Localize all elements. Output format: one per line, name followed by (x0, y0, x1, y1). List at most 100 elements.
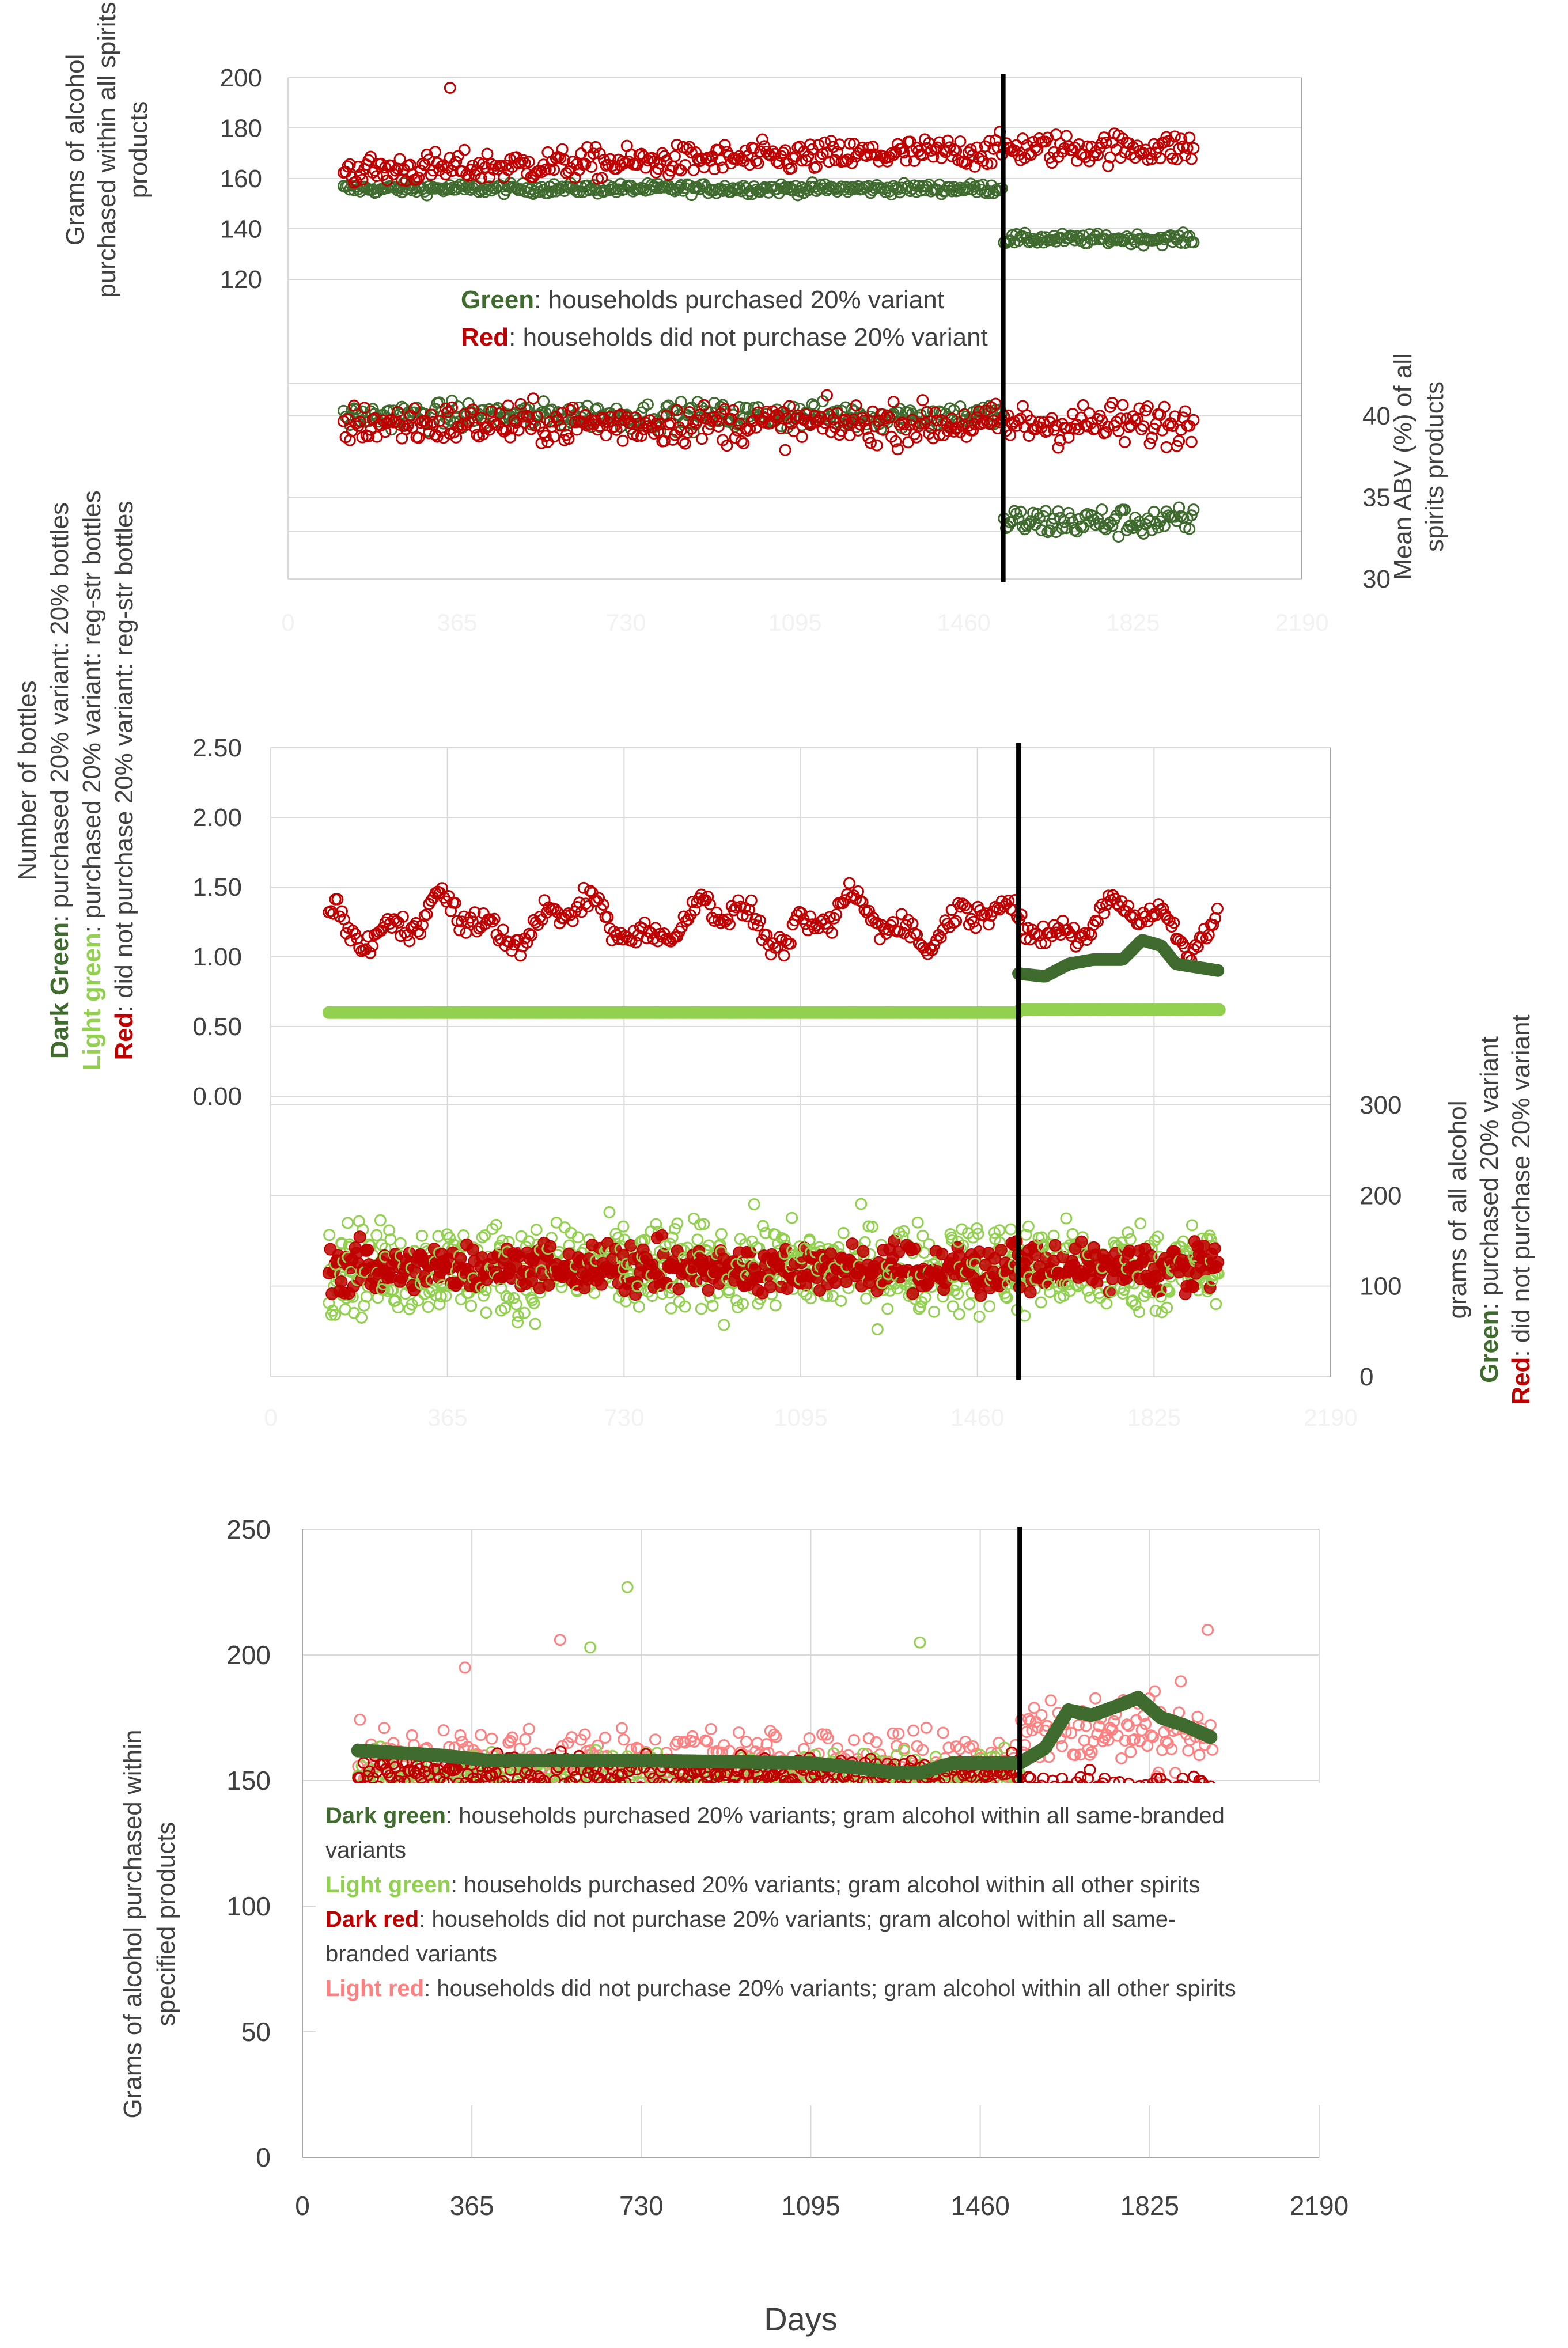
p1-y-tick-160: 160 (220, 165, 262, 193)
p1-outlier-0 (444, 82, 456, 94)
p2-point-red-bottles (1211, 902, 1224, 915)
p2-point-green-grams (423, 1286, 436, 1298)
p3-point-light-red (1044, 1694, 1057, 1707)
p1-point-0 (869, 181, 881, 194)
p1-point-3 (412, 431, 425, 444)
p1-point-1 (1092, 149, 1104, 161)
p2-point-green-grams (860, 1292, 873, 1305)
p1-point-3 (437, 431, 450, 444)
p1-point-3 (1146, 431, 1158, 444)
panel-2-left-label-line-4: Red: did not purchase 20% variant: reg-s… (110, 501, 138, 1061)
p2-point-green-grams (786, 1211, 798, 1224)
p1-point-1 (558, 153, 571, 166)
p1-point-3 (866, 405, 879, 418)
p1-point-2 (343, 419, 356, 431)
p1-point-2 (1050, 526, 1062, 539)
p2-point-red-grams (846, 1237, 859, 1251)
p2-y-tick-0.00: 0.00 (192, 1082, 242, 1111)
p1-point-1 (481, 147, 494, 160)
p1-point-1 (981, 158, 994, 171)
p1-point-1 (843, 137, 856, 150)
p1-point-1 (839, 155, 852, 168)
panel-2-tick-labels: 0 365 730 1095 1460 1825 21900.000.501.001.502… (192, 734, 1402, 1431)
p1-point-0 (1114, 233, 1127, 246)
p3-point-light-red (474, 1729, 487, 1741)
p1-point-3 (695, 433, 708, 445)
p1-point-3 (643, 414, 656, 427)
p1-point-3 (852, 424, 865, 437)
p1-point-3 (1054, 434, 1066, 446)
p3-point-light-red (907, 1724, 920, 1737)
p2-point-green-grams (323, 1229, 336, 1241)
p1-point-3 (727, 404, 740, 416)
p1-point-1 (1018, 152, 1031, 164)
p2-point-red-grams (1211, 1255, 1225, 1268)
p1-point-2 (1141, 512, 1154, 525)
p2-point-darkgreen-bottles (1211, 964, 1225, 977)
p1-point-1 (458, 143, 471, 156)
p1-point-2 (1112, 531, 1125, 543)
p2-point-green-grams (499, 1302, 512, 1315)
p1-point-3 (527, 392, 540, 405)
p1-point-3 (862, 431, 875, 444)
p1-point-3 (1185, 435, 1198, 448)
p1-y2label-line-2: spirits products (1421, 381, 1449, 552)
p1-point-3 (718, 403, 731, 415)
p2-point-green-grams (1044, 1286, 1056, 1298)
p2-point-red-bottles (895, 908, 908, 921)
p1-point-3 (968, 418, 981, 430)
p3-point-light-red (486, 1732, 498, 1745)
p2-point-green-grams (730, 1294, 743, 1307)
p3-point-light-red (406, 1729, 418, 1741)
p1-point-1 (908, 155, 921, 168)
p3-point-light-red (437, 1724, 450, 1737)
p1-point-1 (352, 161, 365, 173)
p1-point-1 (1179, 149, 1191, 162)
p2-point-green-grams (512, 1309, 525, 1322)
p1-point-3 (967, 424, 979, 437)
p2-point-green-grams (384, 1233, 397, 1246)
p1-point-2 (1147, 505, 1160, 518)
p1-point-1 (370, 170, 383, 183)
panel-2-right-label: grams of all alcohol Green: purchased 20… (1444, 1014, 1535, 1405)
p1-point-1 (954, 135, 967, 147)
p1-point-3 (889, 435, 902, 448)
p2-point-green-grams (973, 1311, 986, 1323)
p2-point-green-grams (1081, 1284, 1094, 1297)
p1-point-3 (856, 412, 869, 425)
p2-point-red-bottles (366, 940, 378, 952)
p2-y-tick-0.50: 0.50 (192, 1013, 242, 1041)
p1-point-3 (467, 403, 479, 416)
p1-point-3 (787, 425, 800, 438)
p2-point-red-grams (1030, 1239, 1043, 1252)
p1-point-3 (504, 431, 517, 444)
p2-point-green-grams (383, 1224, 396, 1237)
p1-x-tick-0: 0 (281, 609, 294, 636)
panel-1-y-axis-label: Grams of alcohol purchased within all spi… (61, 2, 153, 298)
p1-point-3 (864, 437, 877, 449)
p1-point-3 (548, 430, 560, 443)
p1-point-1 (343, 158, 356, 171)
p2-x-tick-0: 0 (264, 1404, 277, 1431)
p1-point-1 (941, 134, 954, 147)
p2-point-red-grams (974, 1289, 987, 1302)
p2-point-red-bottles (778, 949, 790, 962)
p1-point-3 (556, 407, 569, 419)
p2-point-red-grams (908, 1243, 921, 1256)
p1-point-2 (1014, 505, 1027, 518)
p1-point-3 (1096, 414, 1108, 427)
p1-point-1 (596, 172, 608, 184)
p1-point-0 (1110, 234, 1123, 247)
p2-point-green-grams (866, 1221, 879, 1233)
p1-point-1 (772, 157, 785, 170)
p2-point-green-grams (769, 1299, 782, 1312)
p1-point-3 (1133, 402, 1146, 415)
p1-point-1 (831, 146, 844, 158)
p1-point-2 (1183, 522, 1196, 535)
p2-point-green-grams (956, 1223, 968, 1236)
p1-point-3 (600, 429, 612, 442)
p2-point-green-grams (748, 1198, 760, 1211)
p1-point-3 (485, 405, 498, 418)
p1-point-1 (429, 146, 442, 158)
